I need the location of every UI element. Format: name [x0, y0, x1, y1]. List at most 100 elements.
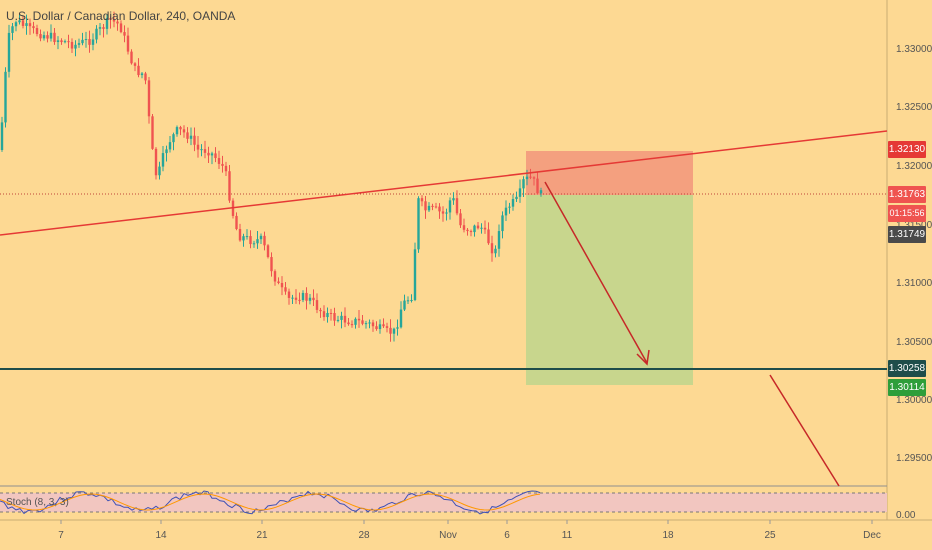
candle-body	[350, 324, 354, 326]
bid-price-tag: 1.31749	[888, 226, 926, 243]
candle-body	[39, 34, 42, 39]
candle-body	[340, 315, 343, 320]
candle-body	[200, 149, 203, 151]
date-label: Dec	[863, 530, 881, 541]
candle-body	[392, 328, 396, 334]
candle-body	[144, 73, 147, 81]
candle-body	[168, 142, 172, 150]
candle-body	[280, 282, 284, 288]
candle-body	[424, 201, 427, 211]
candle-body	[406, 300, 410, 302]
date-label: 7	[58, 530, 64, 541]
candle-body	[189, 135, 193, 139]
candle-body	[455, 198, 459, 214]
last-price-tag: 1.31763	[888, 186, 926, 203]
candle-body	[284, 287, 287, 292]
candle-body	[354, 318, 357, 325]
candle-body	[60, 40, 63, 43]
candle-body	[91, 39, 95, 45]
price-label: 1.30000	[896, 395, 932, 406]
candlestick-series	[0, 11, 543, 342]
candle-body	[462, 225, 466, 230]
take-profit-zone[interactable]	[526, 195, 693, 385]
date-label: 6	[504, 530, 510, 541]
candle-body	[175, 127, 179, 135]
candle-body	[452, 198, 455, 201]
stoch-d-line	[0, 493, 541, 511]
projection-arrow[interactable]	[544, 181, 648, 364]
candle-body	[7, 32, 11, 72]
candle-body	[298, 299, 301, 301]
candle-body	[14, 22, 18, 27]
stoch-k-line	[0, 490, 541, 515]
candle-body	[70, 41, 74, 49]
price-label: 1.31500	[896, 220, 932, 231]
candle-body	[102, 27, 105, 29]
chart-title: U.S. Dollar / Canadian Dollar, 240, OAND…	[6, 9, 236, 23]
price-label: 1.31000	[896, 278, 932, 289]
candle-body	[25, 23, 28, 26]
candle-body	[364, 323, 368, 325]
candle-body	[158, 166, 161, 176]
candle-body	[494, 248, 497, 254]
candle-body	[221, 163, 224, 166]
candle-body	[371, 322, 375, 327]
candle-body	[291, 297, 294, 299]
candle-body	[522, 179, 525, 189]
candle-body	[399, 309, 403, 328]
candle-body	[273, 271, 277, 282]
candle-body	[378, 324, 382, 330]
candle-body	[56, 40, 60, 43]
stop-loss-zone[interactable]	[526, 151, 693, 195]
candle-body	[238, 229, 242, 241]
candle-body	[179, 127, 182, 130]
candle-body	[151, 116, 154, 149]
stoch-axis-label: 0.00	[896, 510, 916, 521]
candle-body	[259, 235, 263, 240]
candle-body	[525, 176, 529, 180]
candle-body	[532, 177, 536, 179]
date-label: 18	[662, 530, 674, 541]
candle-body	[434, 206, 438, 208]
date-label: 21	[256, 530, 268, 541]
arrow-head-icon	[636, 349, 650, 366]
support-price-tag: 1.30258	[888, 360, 926, 377]
candle-body	[256, 239, 259, 244]
date-label: 28	[358, 530, 370, 541]
candle-body	[130, 51, 133, 64]
price-label: 1.30500	[896, 337, 932, 348]
candle-body	[11, 26, 14, 33]
candle-body	[490, 243, 494, 254]
candle-body	[287, 291, 291, 298]
candle-body	[368, 322, 371, 324]
candle-body	[326, 312, 329, 318]
candle-body	[224, 165, 228, 172]
candle-body	[63, 41, 67, 43]
trend-segment-line[interactable]	[769, 374, 840, 487]
candle-body	[347, 322, 350, 325]
candle-body	[361, 320, 364, 324]
candle-body	[312, 297, 315, 301]
candle-body	[81, 39, 84, 44]
candle-body	[480, 227, 483, 229]
candle-body	[53, 32, 56, 43]
candle-body	[270, 257, 273, 272]
date-ticks	[60, 520, 873, 524]
candle-body	[448, 200, 452, 213]
candle-body	[123, 32, 126, 36]
candle-body	[242, 236, 245, 241]
candle-body	[263, 235, 266, 246]
candle-body	[154, 148, 158, 176]
candle-body	[336, 319, 340, 321]
candle-body	[105, 18, 109, 29]
candle-body	[511, 199, 515, 207]
candle-body	[172, 134, 175, 143]
candle-body	[119, 23, 123, 33]
candle-body	[266, 245, 270, 258]
candle-body	[410, 299, 413, 301]
resistance-trendline[interactable]	[0, 130, 888, 236]
candle-body	[84, 39, 88, 41]
stoch-indicator-label: Stoch (8, 3, 3)	[6, 497, 69, 508]
